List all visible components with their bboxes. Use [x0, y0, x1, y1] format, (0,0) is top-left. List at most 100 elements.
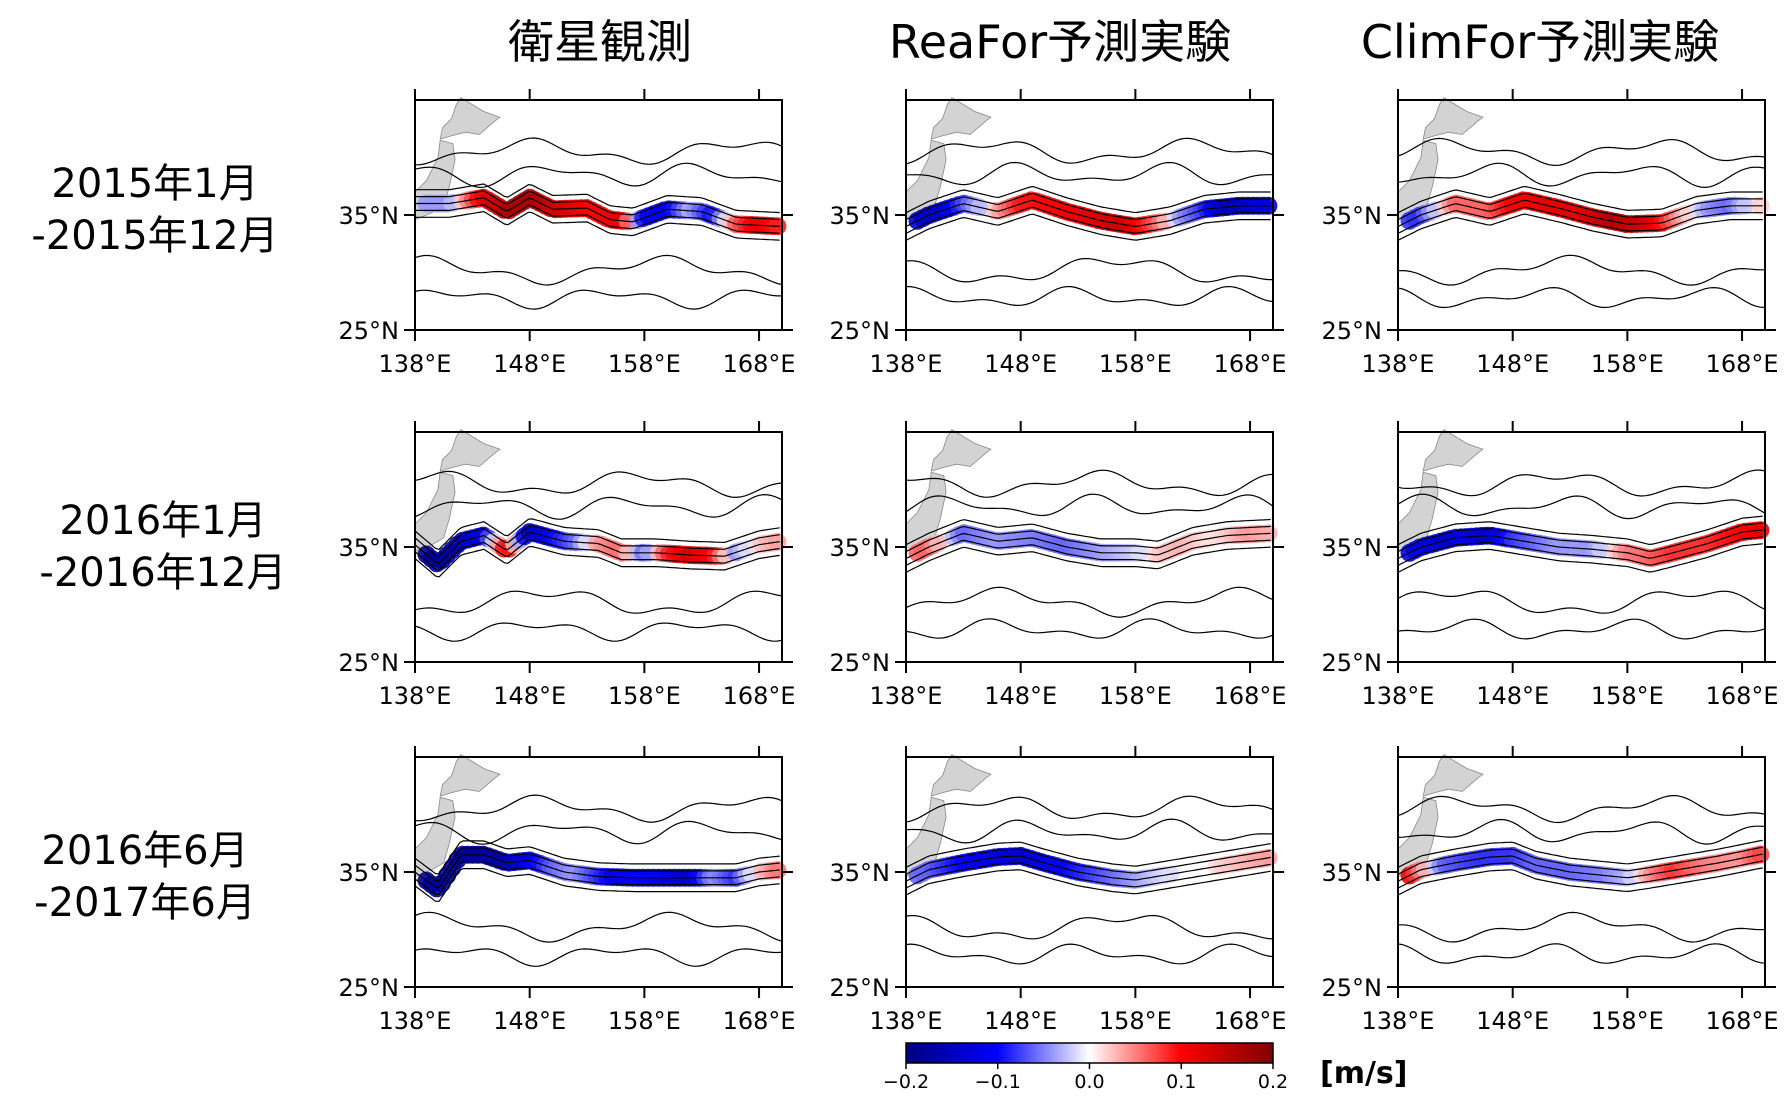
map-panel: 138°E 148°E 158°E 168°E 25°N 35°N: [830, 89, 1287, 378]
jet-contour: [905, 206, 1271, 234]
jet-contour: [905, 869, 1271, 896]
x-tick-label: 138°E: [870, 682, 943, 710]
x-tick-label: 148°E: [984, 682, 1057, 710]
background-contour: [905, 795, 1274, 823]
background-contour: [905, 469, 1274, 498]
y-tick-label: 25°N: [830, 649, 891, 677]
x-tick-label: 148°E: [984, 1007, 1057, 1035]
jet-contour: [1397, 853, 1763, 882]
jet-contour: [414, 840, 780, 875]
background-contour: [1397, 286, 1766, 309]
background-contour: [905, 943, 1274, 965]
japan-honshu: [414, 796, 456, 878]
y-tick-label: 25°N: [830, 317, 891, 345]
x-tick-label: 158°E: [1591, 350, 1664, 378]
jet-contour: [414, 532, 780, 564]
row-label-line2: -2017年6月: [34, 880, 256, 926]
japan-hokkaido: [1422, 97, 1484, 140]
jet-contour: [415, 190, 780, 221]
x-tick-label: 148°E: [984, 350, 1057, 378]
y-tick-label: 25°N: [1322, 974, 1383, 1002]
background-contour: [1397, 618, 1766, 640]
y-tick-label: 25°N: [339, 649, 400, 677]
x-tick-label: 168°E: [723, 682, 796, 710]
jet-contour: [415, 197, 780, 227]
x-tick-label: 158°E: [608, 682, 681, 710]
y-tick-label: 25°N: [339, 974, 400, 1002]
column-title-satellite: 衛星観測: [508, 15, 692, 69]
jet-contour: [905, 855, 1271, 882]
y-tick-label: 35°N: [339, 202, 400, 230]
x-tick-label: 148°E: [493, 350, 566, 378]
x-tick-label: 158°E: [1099, 1007, 1172, 1035]
background-contour: [415, 137, 783, 166]
map-panel: 138°E 148°E 158°E 168°E 25°N 35°N: [830, 421, 1287, 710]
background-contour: [1397, 493, 1766, 520]
x-tick-label: 168°E: [1706, 682, 1779, 710]
jet-contour: [905, 532, 1271, 560]
jet-contour: [905, 862, 1271, 889]
background-contour: [906, 161, 1273, 186]
background-contour: [1397, 162, 1766, 189]
jet-contour: [1397, 185, 1763, 214]
map-panel: 138°E 148°E 158°E 168°E 25°N 35°N: [1322, 746, 1779, 1035]
background-contour: [1397, 943, 1766, 964]
jet-contour: [905, 525, 1271, 553]
jet-contour: [414, 868, 780, 902]
row-label-2016-2017: 2016年6月 -2017年6月: [0, 825, 290, 929]
jet-contour: [415, 204, 780, 234]
background-contour: [414, 622, 783, 642]
jet-contour: [1397, 213, 1763, 241]
x-tick-label: 168°E: [1214, 350, 1287, 378]
jet-contour: [905, 539, 1271, 566]
y-tick-label: 25°N: [1322, 649, 1383, 677]
y-tick-label: 35°N: [1322, 859, 1383, 887]
background-contour: [414, 948, 783, 967]
background-contour: [1397, 794, 1766, 824]
y-tick-label: 35°N: [1322, 202, 1383, 230]
column-title-reafor: ReaFor予測実験: [888, 15, 1232, 69]
y-tick-label: 25°N: [339, 317, 400, 345]
jet-contour: [1397, 536, 1763, 566]
jet-contour: [905, 185, 1271, 214]
y-tick-label: 25°N: [1322, 317, 1383, 345]
colorbar-tick-label: −0.1: [975, 1071, 1021, 1093]
x-tick-label: 158°E: [608, 350, 681, 378]
jet-contour: [1397, 206, 1763, 234]
jet-contour: [414, 538, 780, 571]
row-label-2015: 2015年1月 -2015年12月: [0, 158, 310, 262]
jet-contour: [1397, 867, 1763, 896]
background-contour: [414, 590, 783, 614]
y-tick-label: 35°N: [830, 534, 891, 562]
jet-contour: [905, 848, 1271, 875]
y-tick-label: 35°N: [830, 859, 891, 887]
x-tick-label: 158°E: [1099, 350, 1172, 378]
japan-hokkaido: [439, 429, 501, 472]
jet-contour: [1397, 846, 1763, 875]
map-panel: 138°E 148°E 158°E 168°E 25°N 35°N: [1322, 421, 1779, 710]
y-tick-label: 35°N: [339, 534, 400, 562]
x-tick-label: 138°E: [1362, 350, 1435, 378]
x-tick-label: 138°E: [379, 350, 452, 378]
jet-contour: [1397, 199, 1763, 228]
jet-contour: [905, 192, 1271, 221]
background-contour: [1397, 590, 1766, 614]
map-panel: 138°E 148°E 158°E 168°E 25°N 35°N: [339, 746, 796, 1035]
x-tick-label: 168°E: [723, 350, 796, 378]
japan-hokkaido: [1422, 754, 1484, 797]
colorbar-tick-label: −0.2: [883, 1071, 929, 1093]
map-panel: 138°E 148°E 158°E 168°E 25°N 35°N: [1322, 89, 1779, 378]
background-contour: [905, 493, 1274, 517]
background-contour: [414, 254, 783, 286]
map-panel: 138°E 148°E 158°E 168°E 25°N 35°N: [830, 746, 1287, 1035]
x-tick-label: 148°E: [1476, 350, 1549, 378]
x-tick-label: 168°E: [723, 1007, 796, 1035]
x-tick-label: 138°E: [870, 1007, 943, 1035]
background-contour: [414, 794, 783, 823]
column-title-climfor: ClimFor予測実験: [1360, 15, 1720, 69]
y-tick-label: 25°N: [830, 974, 891, 1002]
colorbar-tick-label: 0.0: [1074, 1071, 1104, 1093]
jet-contour: [1397, 860, 1763, 889]
x-tick-label: 138°E: [870, 350, 943, 378]
